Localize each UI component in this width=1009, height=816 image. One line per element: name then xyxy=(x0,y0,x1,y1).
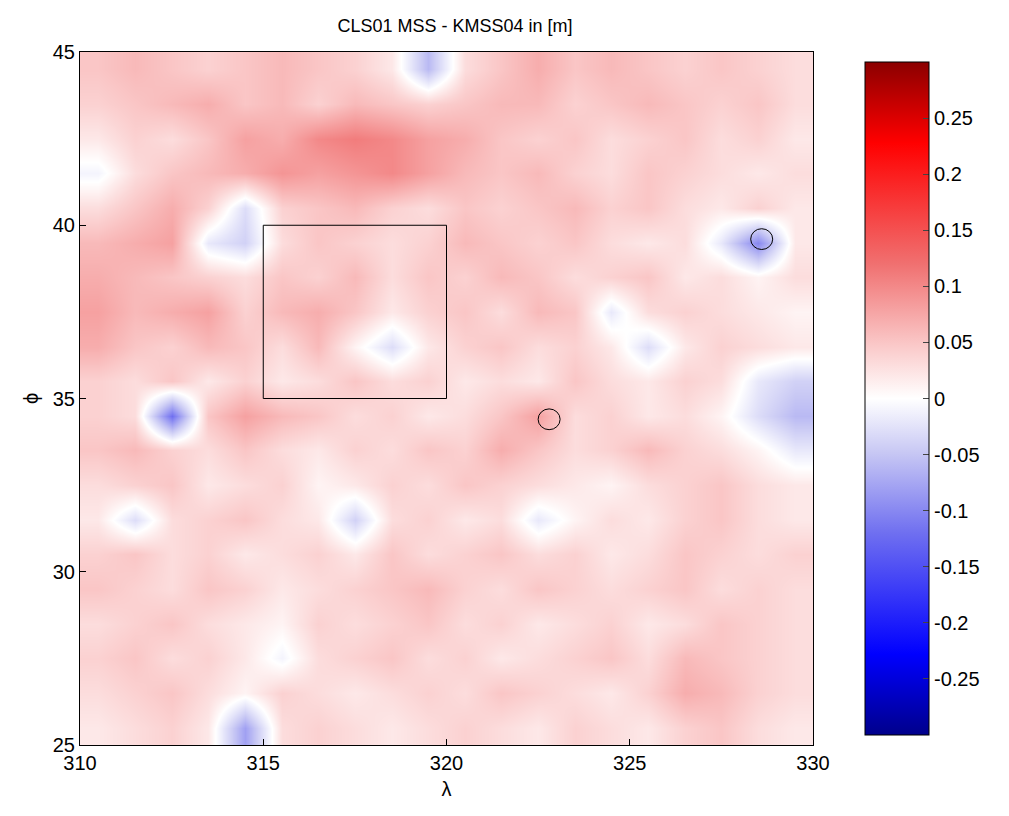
svg-text:0.2: 0.2 xyxy=(934,163,962,185)
svg-text:320: 320 xyxy=(430,752,463,774)
svg-text:0: 0 xyxy=(934,388,945,410)
svg-text:-0.2: -0.2 xyxy=(934,612,968,634)
svg-text:330: 330 xyxy=(796,752,829,774)
svg-text:35: 35 xyxy=(53,388,75,410)
svg-text:310: 310 xyxy=(63,752,96,774)
svg-text:315: 315 xyxy=(247,752,280,774)
svg-text:40: 40 xyxy=(53,214,75,236)
svg-text:ϕ: ϕ xyxy=(20,393,42,404)
svg-text:0.15: 0.15 xyxy=(934,219,973,241)
svg-text:-0.15: -0.15 xyxy=(934,556,980,578)
svg-text:-0.25: -0.25 xyxy=(934,668,980,690)
svg-text:0.05: 0.05 xyxy=(934,331,973,353)
svg-text:325: 325 xyxy=(613,752,646,774)
svg-text:-0.05: -0.05 xyxy=(934,444,980,466)
svg-text:0.25: 0.25 xyxy=(934,107,973,129)
svg-text:λ: λ xyxy=(442,778,452,800)
svg-text:30: 30 xyxy=(53,561,75,583)
svg-text:0.1: 0.1 xyxy=(934,275,962,297)
svg-text:45: 45 xyxy=(53,41,75,63)
svg-text:-0.1: -0.1 xyxy=(934,500,968,522)
svg-text:CLS01 MSS - KMSS04 in [m]: CLS01 MSS - KMSS04 in [m] xyxy=(337,16,572,36)
svg-text:25: 25 xyxy=(53,734,75,756)
